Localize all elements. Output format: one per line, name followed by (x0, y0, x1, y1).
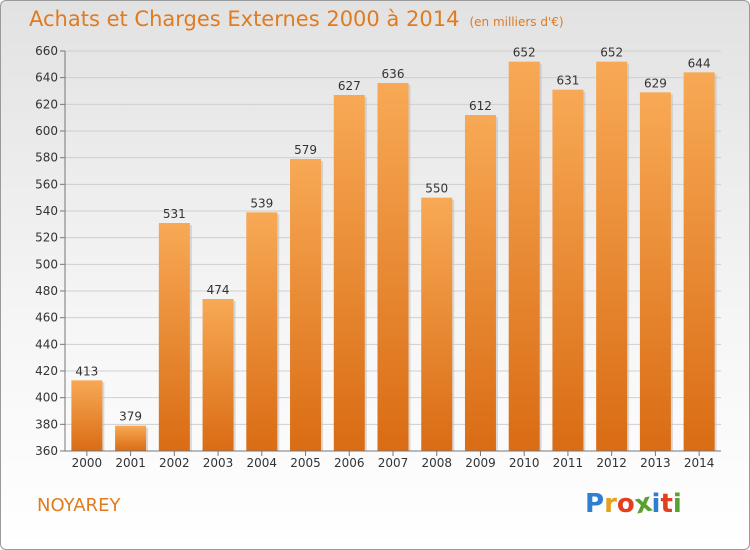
x-tick-label: 2008 (421, 456, 452, 470)
data-label: 379 (119, 410, 142, 424)
data-label: 579 (294, 143, 317, 157)
bar (596, 61, 628, 452)
data-label: 636 (382, 67, 405, 81)
bar (508, 61, 540, 452)
logo-letter: t (660, 489, 673, 519)
data-label: 627 (338, 79, 361, 93)
data-label: 629 (644, 76, 667, 90)
data-label: 413 (75, 364, 98, 378)
bar (683, 72, 715, 451)
title-text: Achats et Charges Externes 2000 à 2014 (29, 7, 460, 31)
value-labels: 413 379 531 474 539 579 627 636 550 612 652 631 652 6… (75, 46, 710, 424)
logo-letter: P (585, 489, 605, 519)
chart-title: Achats et Charges Externes 2000 à 2014 (e… (29, 7, 564, 31)
y-tick-label: 520 (35, 231, 58, 245)
x-tick-label: 2002 (159, 456, 190, 470)
x-tick-label: 2007 (378, 456, 409, 470)
bar (202, 299, 234, 451)
y-tick-label: 400 (35, 391, 58, 405)
data-label: 612 (469, 99, 492, 113)
x-tick-label: 2004 (247, 456, 278, 470)
bar (333, 95, 365, 451)
bar (290, 159, 322, 451)
x-tick-label: 2003 (203, 456, 234, 470)
y-axis: 360 380 400 420 440 460 480 500 520 540 560 580 600 6… (35, 44, 66, 458)
y-tick-label: 580 (35, 151, 58, 165)
y-tick-label: 500 (35, 257, 58, 271)
x-tick-label: 2012 (596, 456, 627, 470)
y-tick-label: 540 (35, 204, 58, 218)
y-tick-label: 420 (35, 364, 58, 378)
proxiti-logo: Proxiti (585, 488, 682, 521)
bar (71, 380, 103, 451)
y-tick-label: 460 (35, 311, 58, 325)
bar (639, 92, 671, 451)
data-label: 474 (207, 283, 230, 297)
data-label: 539 (250, 196, 273, 210)
bar (464, 115, 496, 451)
x-tick-label: 2013 (640, 456, 671, 470)
bar (115, 425, 147, 451)
data-label: 652 (600, 46, 623, 60)
y-tick-label: 360 (35, 444, 58, 458)
y-tick-label: 640 (35, 71, 58, 85)
bar (246, 212, 278, 451)
y-tick-label: 440 (35, 337, 58, 351)
x-tick-label: 2005 (290, 456, 321, 470)
bar (552, 89, 584, 452)
unit-note: (en milliers d'€) (469, 15, 564, 29)
x-axis: 2000 2001 2002 2003 2004 2005 2006 2007 2008 2009… (65, 450, 721, 470)
x-tick-label: 2001 (115, 456, 146, 470)
y-tick-label: 380 (35, 417, 58, 431)
x-tick-label: 2000 (72, 456, 103, 470)
y-tick-label: 600 (35, 124, 58, 138)
x-tick-label: 2010 (509, 456, 540, 470)
x-tick-label: 2011 (553, 456, 584, 470)
data-label: 652 (513, 46, 536, 60)
bars (71, 61, 717, 452)
logo-letter: i (651, 489, 661, 519)
x-tick-label: 2006 (334, 456, 365, 470)
logo-letter: r (604, 489, 617, 519)
y-tick-label: 560 (35, 177, 58, 191)
x-tick-label: 2014 (684, 456, 715, 470)
x-tick-label: 2009 (465, 456, 496, 470)
data-label: 631 (556, 74, 579, 88)
bar (421, 197, 453, 451)
bar (158, 223, 190, 451)
logo-letter: i (672, 489, 682, 519)
y-tick-label: 620 (35, 97, 58, 111)
data-label: 550 (425, 182, 448, 196)
bar (377, 83, 409, 451)
commune-name: NOYAREY (37, 495, 121, 516)
y-tick-label: 660 (35, 44, 58, 58)
y-tick-label: 480 (35, 284, 58, 298)
data-label: 531 (163, 207, 186, 221)
logo-letter: o (616, 489, 635, 519)
data-label: 644 (688, 56, 711, 70)
